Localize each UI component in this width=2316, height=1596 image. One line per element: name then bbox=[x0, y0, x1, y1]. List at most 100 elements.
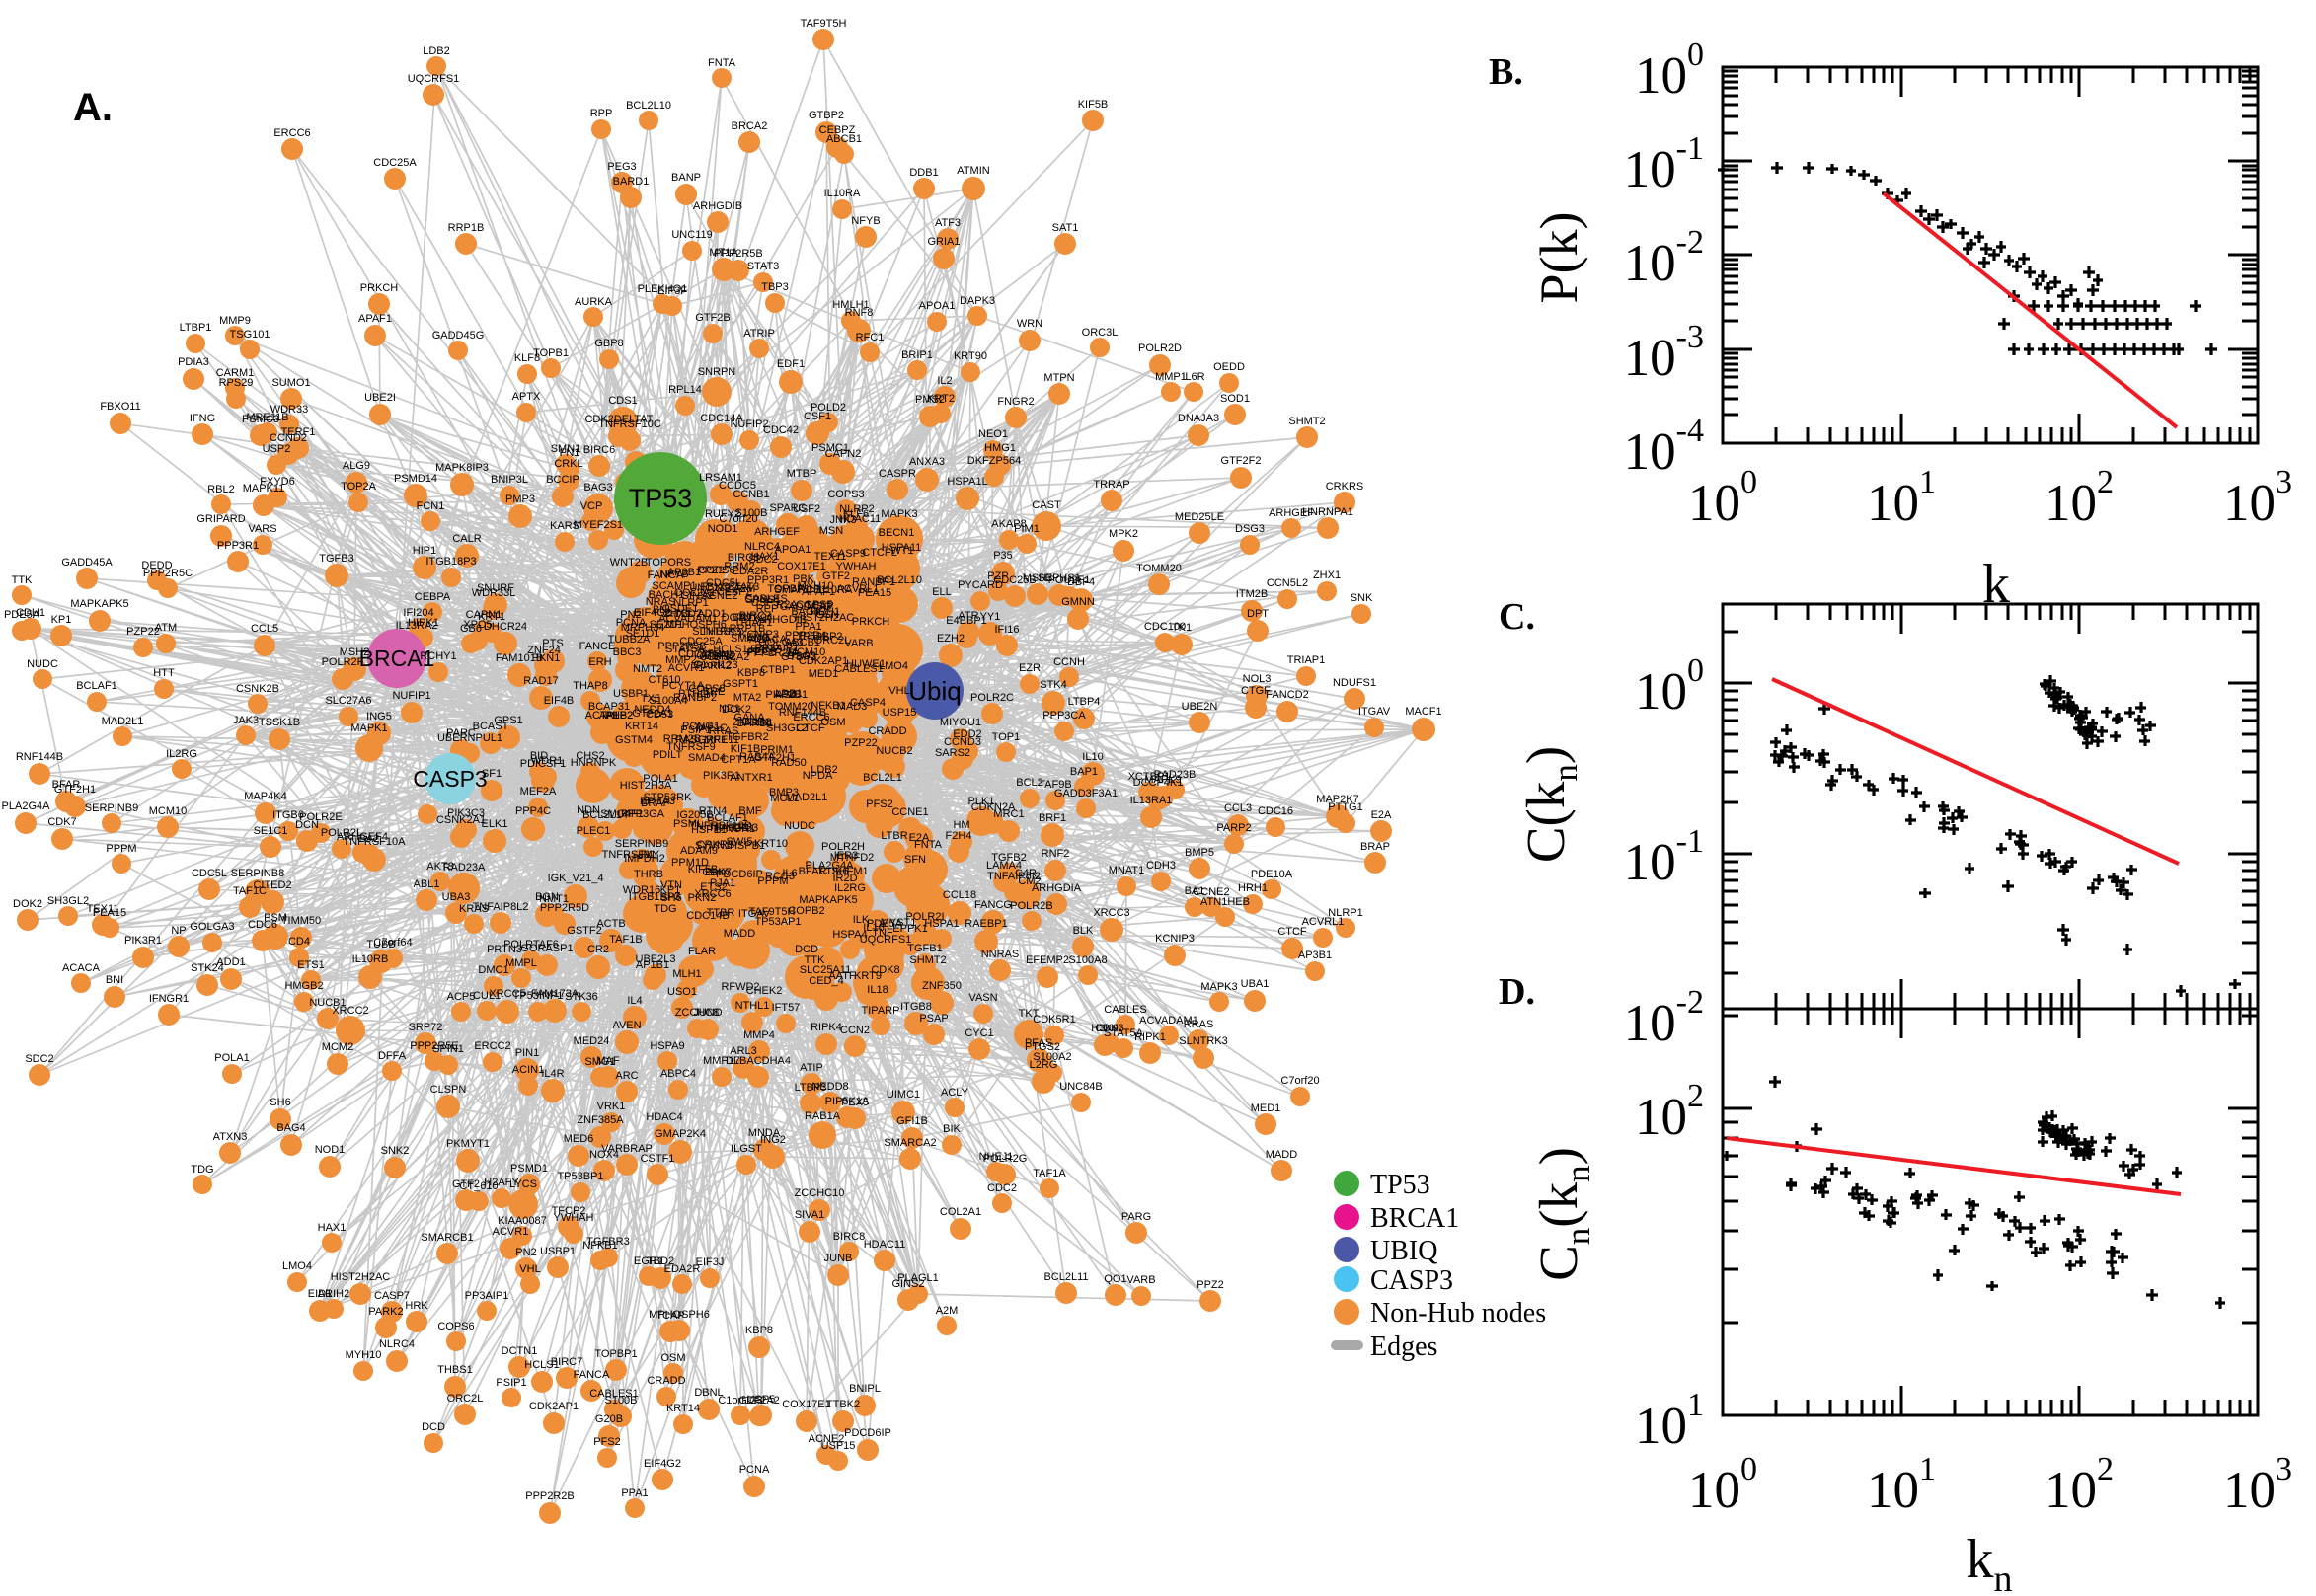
svg-text:TX5: TX5 bbox=[641, 693, 660, 705]
svg-text:CCN2: CCN2 bbox=[840, 1025, 870, 1036]
svg-text:PARK2: PARK2 bbox=[368, 1306, 403, 1318]
svg-text:TBD2: TBD2 bbox=[647, 1255, 674, 1267]
svg-text:EDD2: EDD2 bbox=[953, 728, 981, 740]
svg-text:RNF2: RNF2 bbox=[1042, 848, 1070, 860]
svg-text:IL2RG: IL2RG bbox=[166, 748, 197, 760]
svg-text:ZHX1: ZHX1 bbox=[663, 608, 691, 620]
svg-text:DLBACDHA4: DLBACDHA4 bbox=[726, 1055, 791, 1067]
svg-text:ACNE2: ACNE2 bbox=[702, 590, 738, 602]
svg-text:USP5: USP5 bbox=[751, 597, 780, 609]
svg-text:HDAC4: HDAC4 bbox=[646, 1111, 682, 1123]
svg-text:MED1: MED1 bbox=[1251, 1102, 1281, 1114]
svg-text:PEA15: PEA15 bbox=[93, 907, 126, 919]
svg-text:AKAP8: AKAP8 bbox=[991, 518, 1026, 530]
svg-text:PYCARD: PYCARD bbox=[958, 579, 1003, 591]
svg-text:GRIA1: GRIA1 bbox=[927, 236, 960, 248]
svg-text:BNIPL: BNIPL bbox=[849, 1383, 881, 1395]
svg-text:RIPK1: RIPK1 bbox=[1134, 1031, 1166, 1043]
svg-text:PLK1: PLK1 bbox=[968, 796, 995, 807]
svg-text:UNC84B: UNC84B bbox=[1059, 1081, 1102, 1093]
svg-text:CRKRS: CRKRS bbox=[1326, 481, 1364, 493]
svg-text:WDR33L: WDR33L bbox=[472, 587, 516, 599]
svg-text:ETS2: ETS2 bbox=[700, 881, 728, 893]
svg-text:PSAP: PSAP bbox=[919, 1013, 948, 1025]
svg-text:EFEMP2: EFEMP2 bbox=[1026, 954, 1069, 966]
svg-text:HSPA11: HSPA11 bbox=[882, 542, 922, 554]
svg-text:GTF2: GTF2 bbox=[822, 570, 850, 582]
svg-text:PTS: PTS bbox=[542, 638, 563, 649]
svg-text:CSNK2A1: CSNK2A1 bbox=[436, 814, 486, 826]
svg-text:POLR2C: POLR2C bbox=[970, 692, 1014, 704]
svg-text:ORC3L: ORC3L bbox=[1082, 327, 1119, 339]
svg-text:BAP1: BAP1 bbox=[1070, 766, 1098, 778]
svg-text:SE1D1: SE1D1 bbox=[626, 628, 660, 640]
svg-text:ADD1: ADD1 bbox=[216, 956, 245, 968]
svg-text:TAF9T5H: TAF9T5H bbox=[749, 906, 796, 918]
svg-text:DOK2: DOK2 bbox=[722, 704, 751, 716]
svg-text:VHL: VHL bbox=[888, 685, 909, 697]
svg-text:FANCA: FANCA bbox=[574, 1369, 610, 1381]
svg-text:KLF6: KLF6 bbox=[843, 508, 869, 520]
svg-text:CALR: CALR bbox=[452, 533, 481, 545]
svg-text:UQCRFS1: UQCRFS1 bbox=[408, 73, 460, 85]
svg-text:MSN: MSN bbox=[819, 525, 844, 537]
svg-text:SCAMP1: SCAMP1 bbox=[652, 580, 696, 592]
svg-text:TTK: TTK bbox=[805, 954, 825, 966]
svg-text:BCL2L10: BCL2L10 bbox=[626, 100, 671, 112]
svg-text:SLNTRK3: SLNTRK3 bbox=[1179, 1035, 1228, 1047]
svg-text:TP53AP1: TP53AP1 bbox=[754, 916, 801, 928]
svg-text:PIK3C3: PIK3C3 bbox=[447, 807, 485, 819]
svg-text:CCNH: CCNH bbox=[1053, 656, 1085, 668]
svg-text:CSTF1: CSTF1 bbox=[641, 1153, 675, 1165]
svg-text:CED_4: CED_4 bbox=[809, 975, 843, 987]
svg-text:PTTG1: PTTG1 bbox=[1328, 801, 1362, 813]
svg-text:PPP3GA: PPP3GA bbox=[621, 808, 665, 820]
svg-text:DCN: DCN bbox=[295, 819, 319, 831]
svg-text:IMPDH2: IMPDH2 bbox=[624, 853, 665, 865]
svg-text:SDC2: SDC2 bbox=[748, 554, 777, 566]
svg-text:CDC25C: CDC25C bbox=[678, 648, 722, 660]
svg-text:MMPL: MMPL bbox=[505, 957, 537, 969]
svg-text:CCNE2: CCNE2 bbox=[1193, 886, 1229, 898]
svg-text:MPK2: MPK2 bbox=[1109, 528, 1138, 540]
svg-text:COPS5: COPS5 bbox=[796, 599, 832, 611]
svg-text:THBS1: THBS1 bbox=[701, 626, 735, 638]
svg-text:C(kn): C(kn) bbox=[1515, 746, 1584, 863]
svg-text:S100A8: S100A8 bbox=[1068, 954, 1107, 966]
svg-text:PPZ2: PPZ2 bbox=[697, 565, 725, 576]
svg-text:SH6: SH6 bbox=[270, 1097, 290, 1108]
svg-text:PFAS: PFAS bbox=[1025, 1037, 1052, 1049]
svg-text:GTF2: GTF2 bbox=[452, 1178, 480, 1190]
svg-text:PCNA: PCNA bbox=[739, 1464, 770, 1476]
svg-text:GTBP2: GTBP2 bbox=[781, 651, 816, 663]
svg-text:Non-Hub nodes: Non-Hub nodes bbox=[1370, 1298, 1546, 1329]
svg-text:CDK3: CDK3 bbox=[1095, 1023, 1123, 1034]
svg-text:SFN: SFN bbox=[904, 854, 926, 866]
svg-text:DSG3: DSG3 bbox=[1235, 523, 1265, 535]
svg-text:CDC6: CDC6 bbox=[248, 919, 277, 931]
svg-text:PDCD6IP: PDCD6IP bbox=[844, 1427, 891, 1439]
svg-text:IL2: IL2 bbox=[937, 375, 952, 387]
svg-text:STK4: STK4 bbox=[1040, 679, 1067, 691]
svg-text:RRP1B: RRP1B bbox=[448, 222, 485, 234]
svg-text:TDG: TDG bbox=[654, 903, 676, 915]
svg-text:JMY: JMY bbox=[638, 849, 660, 861]
svg-text:RNF144B: RNF144B bbox=[16, 751, 63, 763]
svg-text:SMAD4: SMAD4 bbox=[688, 752, 726, 764]
svg-text:HDAC11: HDAC11 bbox=[864, 1239, 906, 1251]
svg-text:KIAA0087: KIAA0087 bbox=[498, 1215, 547, 1227]
svg-text:XRCC5: XRCC5 bbox=[489, 988, 525, 1000]
svg-text:CTGF: CTGF bbox=[1241, 685, 1271, 697]
svg-text:ARIH2: ARIH2 bbox=[318, 1288, 349, 1300]
svg-text:MAD3: MAD3 bbox=[837, 701, 868, 713]
svg-text:MAPK9: MAPK9 bbox=[1144, 774, 1181, 786]
svg-text:PPP2R5D: PPP2R5D bbox=[540, 902, 589, 914]
svg-text:MYST1: MYST1 bbox=[881, 917, 917, 929]
svg-text:HSPE1: HSPE1 bbox=[691, 824, 727, 836]
svg-text:GFI1B: GFI1B bbox=[896, 1115, 928, 1127]
svg-text:ILGST: ILGST bbox=[731, 1143, 762, 1155]
svg-text:NDN: NDN bbox=[577, 804, 600, 816]
svg-text:CDC16: CDC16 bbox=[1258, 805, 1293, 817]
svg-text:TFCP2: TFCP2 bbox=[552, 1205, 586, 1217]
svg-text:GTBP2: GTBP2 bbox=[809, 110, 844, 121]
